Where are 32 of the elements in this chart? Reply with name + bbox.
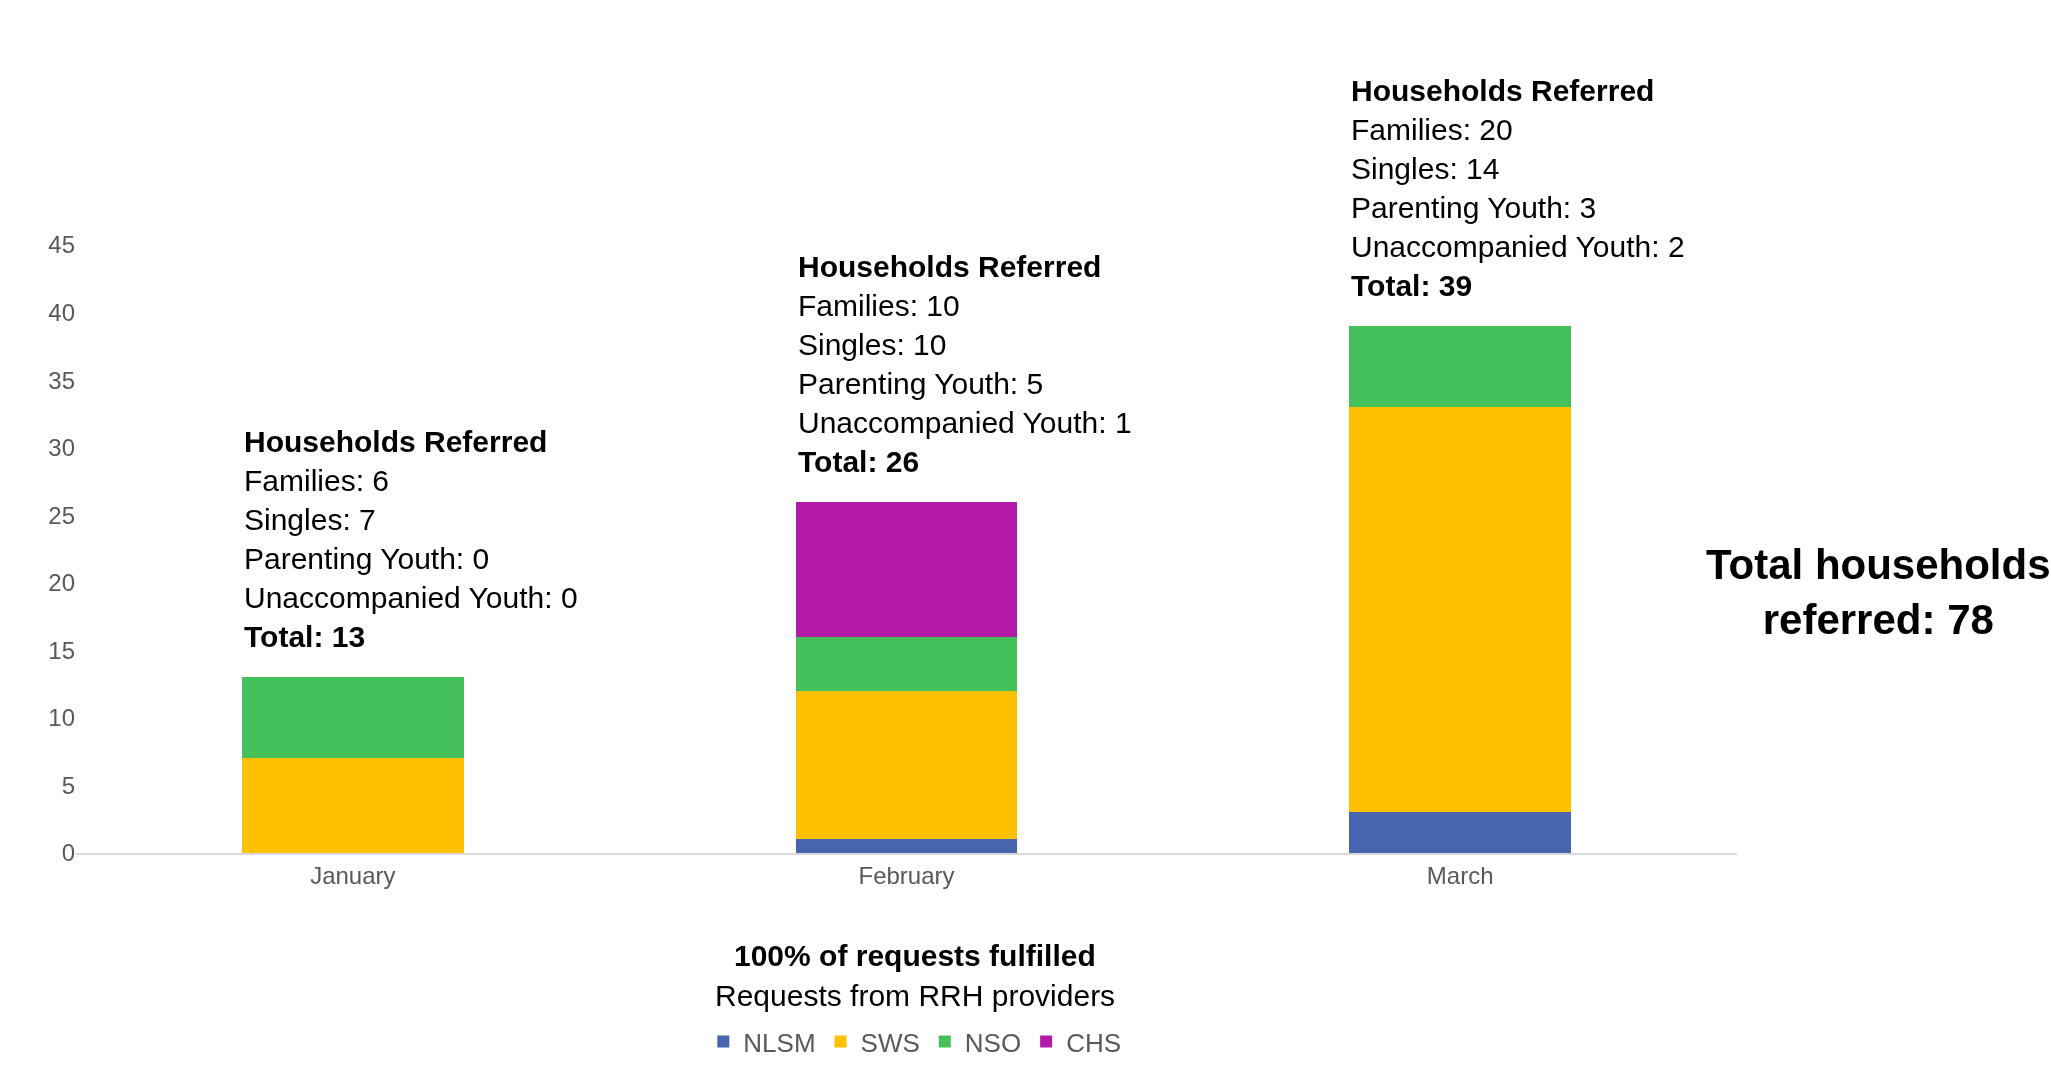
y-tick-label: 40 [48, 298, 75, 326]
annotation: Households Referred Families: 6 Singles: 7 Parenting Youth: 0 Unaccompanied Youth: 0 Total: 13 [244, 425, 578, 653]
x-tick-label: March [1426, 861, 1494, 889]
bar [242, 677, 464, 759]
y-tick-label: 35 [48, 366, 75, 394]
legend-label: NSO [964, 1027, 1022, 1058]
bar [795, 501, 1018, 637]
legend-label: CHS [1066, 1027, 1122, 1058]
y-tick-label: 25 [48, 501, 75, 529]
legend-label: NLSM [743, 1027, 816, 1058]
bar [795, 636, 1018, 691]
y-tick-label: 5 [61, 771, 75, 799]
y-tick-label: 0 [61, 839, 75, 867]
annotation: Households Referred Families: 10 Singles: 10 Parenting Youth: 5 Unaccompanied Youth: 1 Total: 26 [798, 250, 1132, 478]
bar [242, 758, 464, 853]
bar [1349, 407, 1571, 813]
y-tick-label: 45 [48, 231, 75, 259]
bar [1349, 326, 1571, 408]
annotation: Households Referred Families: 20 Singles: 14 Parenting Youth: 3 Unaccompanied Youth: 2 Total: 39 [1351, 74, 1685, 302]
bar [1349, 812, 1571, 853]
text: Requests from RRH providers [715, 979, 1116, 1012]
text: 100% of requests fulfilled [734, 939, 1096, 972]
y-tick-label: 20 [48, 569, 75, 597]
legend-label: SWS [860, 1027, 920, 1058]
x-tick-label: January [310, 861, 396, 889]
y-tick-label: 15 [48, 636, 75, 664]
x-tick-label: February [858, 861, 955, 889]
annotation: Total households referred: 78 [1706, 541, 2051, 643]
bar [795, 839, 1018, 853]
y-tick-label: 10 [48, 704, 75, 732]
bar [795, 690, 1018, 840]
y-tick-label: 30 [48, 434, 75, 462]
